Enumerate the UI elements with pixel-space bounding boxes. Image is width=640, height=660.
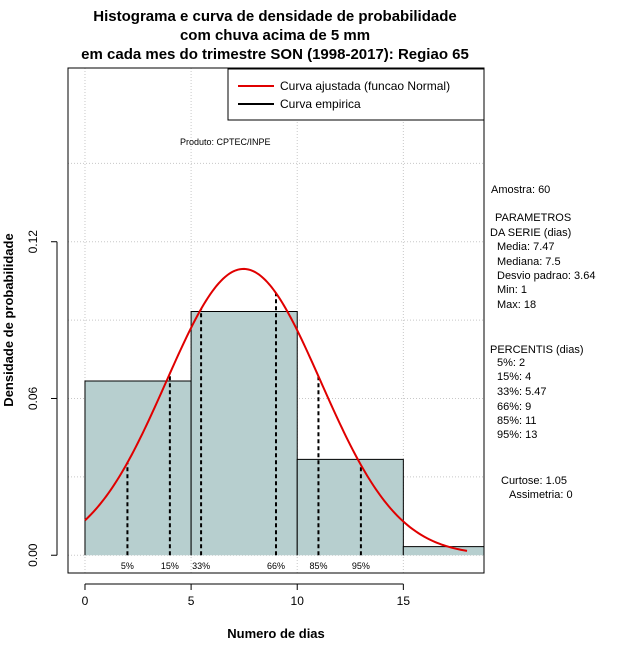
stat-parametros-subtitle: DA SERIE (dias) [490,227,571,239]
percentile-lines [126,293,362,556]
legend-box [227,68,485,121]
legend: Curva ajustada (funcao Normal) Curva emp… [227,68,485,121]
stat-max: Max: 18 [497,299,536,311]
x-axis-title: Numero de dias [227,626,325,641]
y-axis: 0.00 0.06 0.12 [26,230,58,567]
credit-text: Produto: CPTEC/INPE [180,137,271,147]
stat-percentis-title: PERCENTIS (dias) [490,344,584,356]
plot-frame [67,67,485,574]
stat-assimetria: Assimetria: 0 [509,489,573,501]
stat-p95: 95%: 13 [497,429,537,441]
x-axis: 0 5 10 15 [82,583,411,608]
chart-title-line-2: com chuva acima de 5 mm [180,27,370,44]
stat-desvio: Desvio padrao: 3.64 [497,270,595,282]
stat-p85: 85%: 11 [497,415,537,427]
stat-p33: 33%: 5.47 [497,386,547,398]
percentile-labels: 5% 15% 33% 66% 85% 95% [121,561,370,571]
x-tick-label-3: 15 [397,594,411,608]
histogram-bar-0 [84,380,192,556]
histogram-bar-1 [191,311,298,556]
stat-curtose: Curtose: 1.05 [501,475,567,487]
histogram-bar-2 [297,459,404,556]
y-axis-title: Densidade de probabilidade [1,233,16,406]
stat-p15: 15%: 4 [497,371,531,383]
stat-mediana: Mediana: 7.5 [497,256,561,268]
stat-p66: 66%: 9 [497,401,531,413]
percentile-label-1: 15% [161,561,179,571]
percentile-label-2: 33% [192,561,210,571]
y-tick-label-0: 0.00 [26,543,40,567]
percentile-label-3: 66% [267,561,285,571]
x-tick-label-2: 10 [291,594,305,608]
histogram-bar-3 [403,546,484,556]
percentile-label-5: 95% [352,561,370,571]
y-tick-label-2: 0.12 [26,230,40,254]
percentile-label-0: 5% [121,561,134,571]
stats-panel: Amostra: 60 PARAMETROS DA SERIE (dias) M… [490,184,595,501]
y-tick-label-1: 0.06 [26,386,40,410]
stat-parametros-title: PARAMETROS [495,212,571,224]
stat-media: Media: 7.47 [497,241,554,253]
stat-min: Min: 1 [497,284,527,296]
legend-label-normal: Curva ajustada (funcao Normal) [280,79,450,93]
stat-amostra: Amostra: 60 [491,184,550,196]
histogram-bar-outline-1 [190,310,298,556]
chart-title-line-3: em cada mes do trimestre SON (1998-2017)… [81,46,469,63]
histogram-bars [84,310,485,556]
normal-fit-curve [84,267,468,552]
stat-p5: 5%: 2 [497,357,525,369]
x-tick-label-0: 0 [82,594,89,608]
chart-title-line-1: Histograma e curva de densidade de proba… [93,8,456,25]
x-tick-label-1: 5 [188,594,195,608]
histogram-bar-outline-2 [296,458,404,556]
percentile-label-4: 85% [309,561,327,571]
legend-label-empirical: Curva empirica [280,97,361,111]
